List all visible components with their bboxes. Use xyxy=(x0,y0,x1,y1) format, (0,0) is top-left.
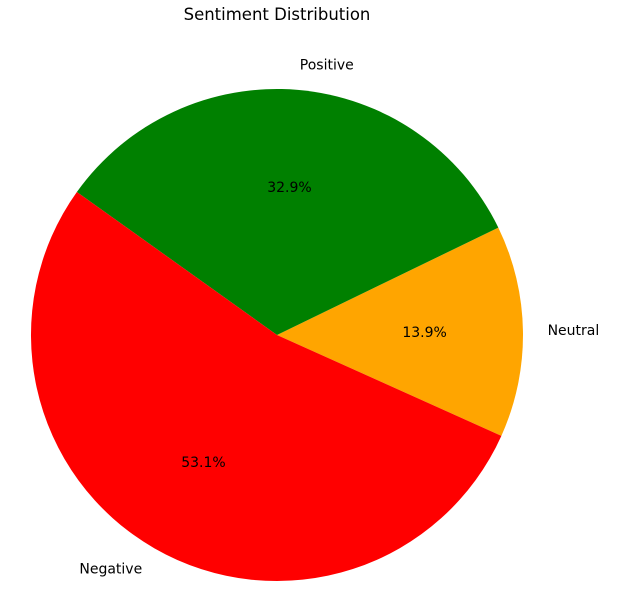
pie-category-label-negative: Negative xyxy=(79,562,142,578)
pie-slice-neutral xyxy=(277,227,523,436)
pie-slice-positive xyxy=(76,89,499,335)
pie-pct-label-neutral: 13.9% xyxy=(402,325,446,341)
pie-labels: 13.9% Neutral 32.9% Positive 53.1% Negative xyxy=(79,57,599,577)
pie-category-label-positive: Positive xyxy=(300,57,354,73)
pie-category-label-neutral: Neutral xyxy=(548,323,600,339)
chart-title: Sentiment Distribution xyxy=(184,5,371,24)
pie-pct-label-negative: 53.1% xyxy=(181,455,225,471)
pie-slices xyxy=(30,89,523,582)
pie-slice-negative xyxy=(30,191,502,582)
pie-pct-label-positive: 32.9% xyxy=(267,180,311,196)
